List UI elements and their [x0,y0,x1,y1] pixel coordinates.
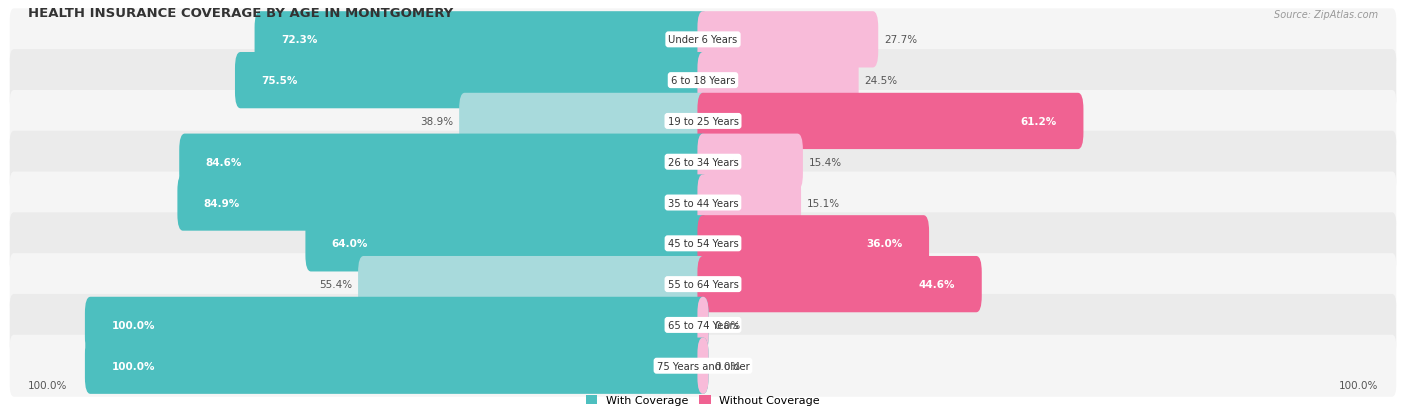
Text: 55 to 64 Years: 55 to 64 Years [668,280,738,290]
Text: 84.9%: 84.9% [204,198,240,208]
FancyBboxPatch shape [305,216,709,272]
Text: 15.1%: 15.1% [807,198,839,208]
Text: 45 to 54 Years: 45 to 54 Years [668,239,738,249]
FancyBboxPatch shape [697,256,981,313]
Text: 35 to 44 Years: 35 to 44 Years [668,198,738,208]
Text: 36.0%: 36.0% [866,239,903,249]
Text: 61.2%: 61.2% [1021,116,1057,127]
FancyBboxPatch shape [179,134,709,190]
FancyBboxPatch shape [10,131,1396,193]
FancyBboxPatch shape [10,50,1396,112]
Legend: With Coverage, Without Coverage: With Coverage, Without Coverage [582,391,824,410]
FancyBboxPatch shape [10,294,1396,356]
FancyBboxPatch shape [460,94,709,150]
Text: 100.0%: 100.0% [28,380,67,390]
Text: 26 to 34 Years: 26 to 34 Years [668,157,738,167]
FancyBboxPatch shape [697,53,859,109]
Text: 15.4%: 15.4% [808,157,842,167]
FancyBboxPatch shape [697,216,929,272]
Text: 0.0%: 0.0% [714,320,741,330]
Text: 38.9%: 38.9% [420,116,454,127]
Text: 65 to 74 Years: 65 to 74 Years [668,320,738,330]
Text: HEALTH INSURANCE COVERAGE BY AGE IN MONTGOMERY: HEALTH INSURANCE COVERAGE BY AGE IN MONT… [28,7,453,20]
FancyBboxPatch shape [697,338,709,394]
FancyBboxPatch shape [254,12,709,68]
FancyBboxPatch shape [84,297,709,353]
Text: 72.3%: 72.3% [281,35,318,45]
FancyBboxPatch shape [177,175,709,231]
Text: 27.7%: 27.7% [884,35,917,45]
Text: 0.0%: 0.0% [714,361,741,371]
FancyBboxPatch shape [359,256,709,313]
Text: 84.6%: 84.6% [205,157,242,167]
FancyBboxPatch shape [697,134,803,190]
FancyBboxPatch shape [697,12,879,68]
FancyBboxPatch shape [697,175,801,231]
Text: 100.0%: 100.0% [1339,380,1378,390]
FancyBboxPatch shape [10,254,1396,316]
Text: 64.0%: 64.0% [332,239,368,249]
FancyBboxPatch shape [10,213,1396,275]
FancyBboxPatch shape [10,172,1396,234]
Text: 100.0%: 100.0% [111,361,155,371]
FancyBboxPatch shape [10,91,1396,152]
Text: 44.6%: 44.6% [918,280,955,290]
FancyBboxPatch shape [235,53,709,109]
FancyBboxPatch shape [10,335,1396,397]
Text: 24.5%: 24.5% [865,76,897,86]
Text: Under 6 Years: Under 6 Years [668,35,738,45]
FancyBboxPatch shape [84,338,709,394]
FancyBboxPatch shape [10,9,1396,71]
FancyBboxPatch shape [697,297,709,353]
Text: 75 Years and older: 75 Years and older [657,361,749,371]
Text: 75.5%: 75.5% [262,76,298,86]
Text: 55.4%: 55.4% [319,280,353,290]
Text: 6 to 18 Years: 6 to 18 Years [671,76,735,86]
FancyBboxPatch shape [697,94,1084,150]
Text: Source: ZipAtlas.com: Source: ZipAtlas.com [1274,10,1378,20]
Text: 19 to 25 Years: 19 to 25 Years [668,116,738,127]
Text: 100.0%: 100.0% [111,320,155,330]
